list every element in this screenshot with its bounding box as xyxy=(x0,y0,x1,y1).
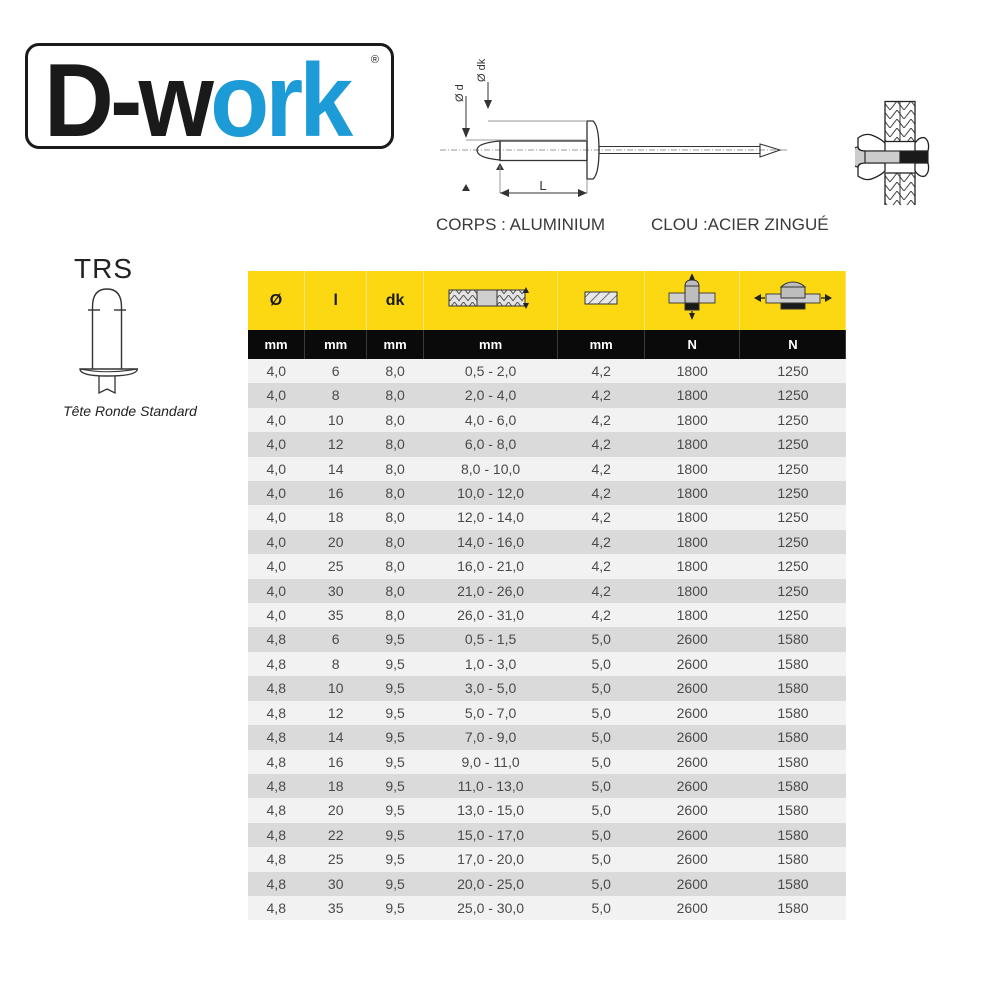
svg-text:Ø d: Ø d xyxy=(454,84,466,102)
svg-text:L: L xyxy=(539,178,546,193)
svg-text:Ø dk: Ø dk xyxy=(476,58,488,82)
